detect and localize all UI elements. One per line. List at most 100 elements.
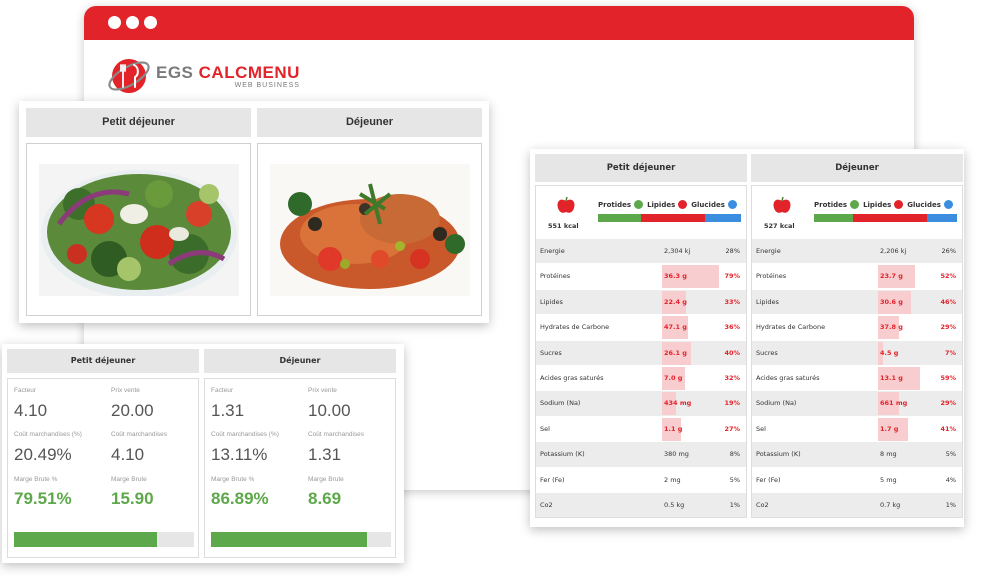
nutrient-row: Protéines 36.3 g 79% <box>536 263 746 289</box>
window-dot-icon[interactable] <box>144 16 157 29</box>
nutrient-level-bar <box>662 316 688 340</box>
nutrient-row: Fer (Fe) 5 mg 4% <box>752 466 962 492</box>
nutrition-card: Petit déjeuner 551 kcal Protides Lipides… <box>530 149 964 527</box>
nutrient-percent: 36% <box>724 323 740 332</box>
nutrient-value: 23.7 g <box>880 272 903 281</box>
nutrient-percent: 40% <box>724 348 740 357</box>
nutrient-row: Sodium (Na) 661 mg 29% <box>752 390 962 416</box>
nutrient-percent: 27% <box>724 424 740 433</box>
nutrient-percent: 7% <box>944 348 956 357</box>
prix-vente-value: 20.00 <box>111 401 154 420</box>
nutrient-value: 2 mg <box>664 475 681 484</box>
nutrient-name: Potassium (K) <box>756 450 801 459</box>
nutrient-value: 1.1 g <box>664 424 683 433</box>
window-dot-icon[interactable] <box>108 16 121 29</box>
nutrient-name: Sel <box>540 424 550 433</box>
nutrient-row: Fer (Fe) 2 mg 5% <box>536 466 746 492</box>
brand-name-1: EGS <box>156 62 194 82</box>
nutrient-row: Lipides 22.4 g 33% <box>536 288 746 315</box>
nutrient-name: Energie <box>756 247 781 255</box>
nutrient-level-bar <box>662 341 691 365</box>
margin-progress-bar <box>14 532 194 547</box>
nutrient-percent: 4% <box>945 475 956 484</box>
nutrition-col-lunch: Déjeuner 527 kcal Protides Lipides Gluci… <box>751 154 963 519</box>
nutrient-value: 37.8 g <box>880 323 903 332</box>
margin-progress-fill <box>211 532 368 547</box>
nutrient-name: Sodium (Na) <box>756 399 797 408</box>
pricing-card: Petit déjeuner Facteur Prix vente 4.10 2… <box>2 344 404 563</box>
nutrient-value: 380 mg <box>664 450 689 459</box>
nutrient-level-bar <box>662 392 676 416</box>
pricing-col-breakfast: Petit déjeuner Facteur Prix vente 4.10 2… <box>7 349 199 558</box>
nutrient-percent: 1% <box>729 500 740 509</box>
nutrient-percent: 52% <box>940 272 956 281</box>
blue-dot-icon <box>943 200 953 209</box>
nutrient-percent: 32% <box>724 373 740 382</box>
nutrient-row: Co2 0.5 kg 1% <box>536 491 746 518</box>
facteur-label: Facteur <box>211 387 234 394</box>
meal-header: Petit déjeuner <box>26 108 251 137</box>
macro-bar <box>598 214 741 222</box>
prix-vente-label: Prix vente <box>111 387 140 394</box>
nutrient-name: Fer (Fe) <box>756 475 781 484</box>
nutrition-header: Déjeuner <box>751 154 963 182</box>
nutrient-name: Sodium (Na) <box>540 399 581 408</box>
nutrient-value: 26.1 g <box>664 348 687 357</box>
nutrient-percent: 29% <box>940 323 956 332</box>
nutrient-row: Energie 2,304 kj 28% <box>536 238 746 264</box>
nutrient-row: Hydrates de Carbone 47.1 g 36% <box>536 314 746 340</box>
nutrient-value: 8 mg <box>880 450 897 459</box>
marge-pct-value: 79.51% <box>14 489 72 508</box>
browser-titlebar <box>84 6 914 40</box>
cout-pct-label: Coût marchandises (%) <box>211 431 279 438</box>
nutrient-level-bar <box>878 316 899 340</box>
meal-photo-breakfast[interactable]: Petit déjeuner <box>26 108 251 316</box>
nutrient-row: Lipides 30.6 g 46% <box>752 288 962 315</box>
marge-label: Marge Brute <box>308 476 344 483</box>
nutrient-value: 30.6 g <box>880 297 903 306</box>
brand-logo[interactable]: EGS CALCMENU WEB BUSINESS <box>106 53 300 99</box>
marge-value: 15.90 <box>111 489 154 508</box>
pricing-col-lunch: Déjeuner Facteur Prix vente 1.31 10.00 C… <box>204 349 396 558</box>
nutrient-name: Lipides <box>756 297 779 306</box>
nutrient-name: Lipides <box>540 297 563 306</box>
nutrient-row: Potassium (K) 8 mg 5% <box>752 441 962 467</box>
nutrient-row: Co2 0.7 kg 1% <box>752 491 962 518</box>
nutrient-value: 2,206 kj <box>880 247 907 255</box>
nutrient-level-bar <box>878 392 899 416</box>
green-dot-icon <box>850 200 860 209</box>
nutrient-value: 13.1 g <box>880 373 903 382</box>
nutrient-percent: 28% <box>725 247 740 255</box>
nutrient-percent: 29% <box>940 399 956 408</box>
nutrient-percent: 79% <box>724 272 740 281</box>
nutrient-value: 1.7 g <box>880 424 899 433</box>
nutrient-level-bar <box>662 265 719 289</box>
cout-label: Coût marchandises <box>308 431 364 438</box>
nutrient-level-bar <box>878 290 911 314</box>
nutrient-name: Hydrates de Carbone <box>540 323 610 332</box>
cout-value: 4.10 <box>111 445 145 464</box>
nutrient-name: Potassium (K) <box>540 450 585 459</box>
margin-progress-fill <box>14 532 158 547</box>
nutrient-percent: 19% <box>724 399 740 408</box>
meal-photos-card: Petit déjeuner Déjeuner <box>19 101 489 323</box>
window-dot-icon[interactable] <box>126 16 139 29</box>
marge-value: 8.69 <box>308 489 342 508</box>
nutrient-level-bar <box>662 290 686 314</box>
nutrient-row: Sodium (Na) 434 mg 19% <box>536 390 746 416</box>
nutrient-value: 661 mg <box>880 399 908 408</box>
nutrient-percent: 8% <box>729 450 740 459</box>
legend-glucides: Glucides <box>691 200 725 209</box>
nutrient-value: 0.7 kg <box>880 500 901 509</box>
nutrient-value: 36.3 g <box>664 272 687 281</box>
nutrient-value: 434 mg <box>664 399 692 408</box>
facteur-value: 4.10 <box>14 401 48 420</box>
nutrient-row: Energie 2,206 kj 26% <box>752 238 962 264</box>
nutrient-name: Sel <box>756 424 766 433</box>
nutrient-row: Sucres 26.1 g 40% <box>536 339 746 365</box>
nutrient-name: Energie <box>540 247 565 255</box>
cout-pct-value: 13.11% <box>211 445 268 464</box>
legend-glucides: Glucides <box>907 200 941 209</box>
meal-photo-lunch[interactable]: Déjeuner <box>257 108 482 316</box>
